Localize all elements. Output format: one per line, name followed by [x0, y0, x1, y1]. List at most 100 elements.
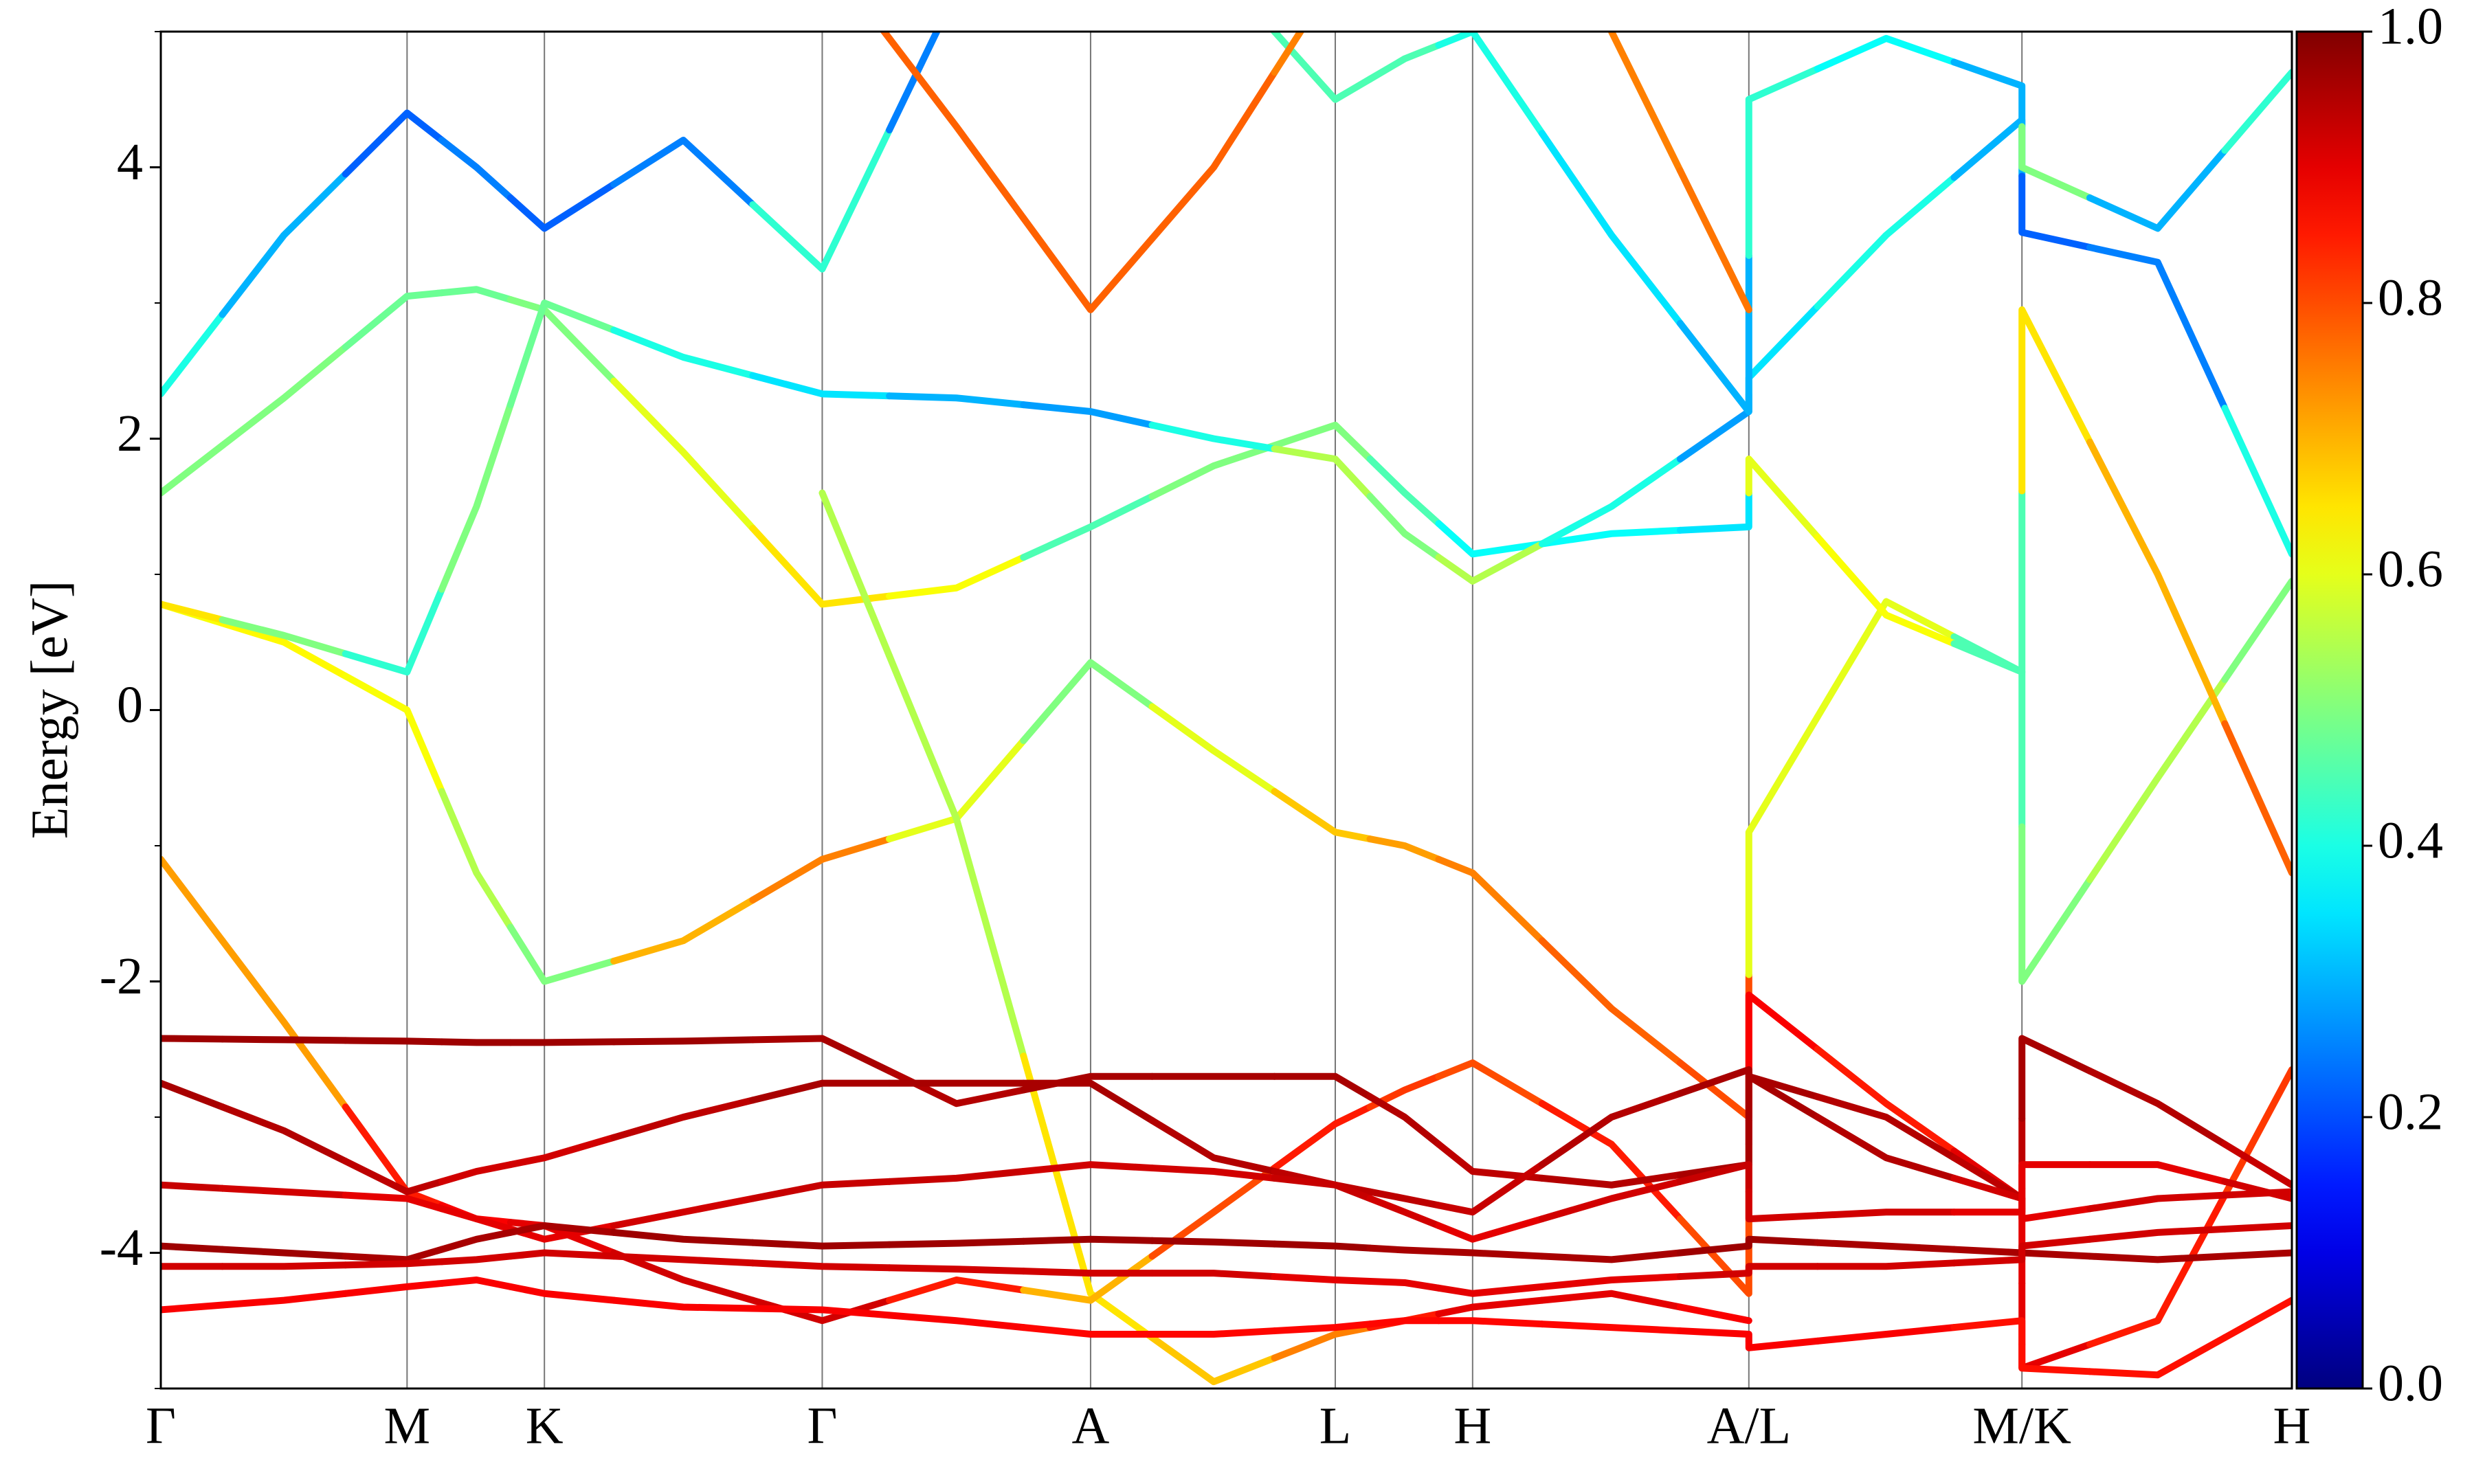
band-segment	[2086, 146, 2229, 232]
band-segment	[749, 1178, 893, 1202]
band-segment	[1814, 1093, 1958, 1162]
band-segment	[2221, 577, 2292, 684]
band-segment	[1814, 1324, 1958, 1345]
band-segment	[1020, 659, 1156, 744]
band-segment	[886, 392, 1027, 409]
colorbar-tick-label: 0.6	[2378, 540, 2443, 598]
band-segment	[342, 1279, 445, 1297]
band-segment	[1814, 1239, 1958, 1253]
band-segment	[1435, 1296, 1546, 1318]
band-segment	[749, 1079, 893, 1104]
band-segment	[1366, 1188, 1442, 1209]
band-segment	[342, 1258, 445, 1269]
band-segment	[886, 1168, 1027, 1185]
band-segment	[2018, 1279, 2093, 1372]
x-tick-label: K	[526, 1397, 564, 1454]
band-segment	[1745, 713, 1821, 978]
x-tick-label: Γ	[807, 1397, 837, 1454]
band-segment	[506, 1249, 618, 1260]
band-segment	[1435, 1059, 1546, 1108]
band-segment	[1269, 32, 1278, 35]
band-segment	[886, 34, 1027, 222]
band-segment	[886, 32, 941, 134]
band-segment	[219, 1184, 349, 1199]
band-segment	[438, 401, 514, 593]
band-segment	[161, 1079, 226, 1111]
band-segment	[2221, 69, 2292, 154]
band-segment	[1676, 1239, 1752, 1257]
band-segment	[2018, 123, 2093, 201]
band-segment	[886, 1237, 1027, 1248]
band-segment	[342, 1037, 445, 1046]
band-segment	[342, 673, 445, 795]
band-segment	[2018, 172, 2093, 251]
band-segment	[1366, 456, 1442, 527]
band-segment	[1814, 34, 1958, 73]
band-segment	[2018, 823, 2093, 985]
band-segment	[2018, 1161, 2093, 1192]
band-segment	[1814, 598, 1958, 721]
band-segment	[610, 1228, 757, 1246]
band-segment	[610, 1036, 757, 1046]
colorbar-tick-label: 0.2	[2378, 1083, 2443, 1140]
band-segment	[2086, 1252, 2229, 1263]
colorbar-tick-label: 0.0	[2378, 1354, 2443, 1412]
band-segment	[1676, 251, 1752, 415]
band-segment	[1538, 526, 1684, 548]
band-segment	[506, 1283, 618, 1304]
band-segment	[1607, 32, 1684, 175]
band-segment	[1148, 442, 1278, 500]
band-segment	[610, 1296, 757, 1312]
band-segment	[1271, 1324, 1374, 1362]
band-segment	[1814, 174, 1958, 310]
band-segment	[2221, 1066, 2292, 1199]
band-segment	[2086, 1191, 2229, 1348]
band-segment	[2086, 438, 2229, 728]
x-tick-label: L	[1319, 1397, 1351, 1454]
band-segment	[1950, 487, 2026, 676]
colorbar-tick-label: 1.0	[2378, 0, 2443, 55]
band-segment	[749, 1259, 893, 1272]
colorbar	[2295, 30, 2364, 1390]
band-segment	[610, 326, 757, 379]
band-segment	[2221, 1140, 2292, 1189]
band-segment	[749, 372, 893, 400]
band-segment	[886, 1264, 1027, 1275]
band-segment	[1538, 1178, 1684, 1223]
band-segment	[1148, 1327, 1278, 1338]
band-segment	[1435, 1140, 1546, 1182]
band-segment	[886, 1277, 1027, 1304]
band-segment	[1271, 1240, 1374, 1252]
band-segment	[1148, 1334, 1278, 1386]
band-segment	[1950, 1184, 2026, 1216]
band-segment	[1676, 971, 1752, 1121]
band-segment	[886, 554, 1027, 600]
band-segment	[1745, 991, 1821, 1148]
band-segment	[1435, 519, 1546, 558]
band-segment	[1366, 1195, 1442, 1229]
band-segment	[2086, 676, 2229, 884]
band-segment	[219, 1035, 349, 1044]
y-tick-label: 2	[117, 405, 143, 462]
band-segment	[342, 585, 445, 676]
band-segment	[1814, 533, 1958, 647]
band-segment	[1950, 1246, 2026, 1257]
band-segment	[1745, 65, 1821, 259]
band-segment	[1020, 493, 1156, 561]
x-tick-label: H	[1453, 1397, 1491, 1454]
band-segment	[1271, 1174, 1374, 1202]
band-segment	[1271, 445, 1374, 500]
band-segment	[1745, 456, 1821, 541]
band-segment	[610, 1252, 757, 1267]
x-tick-label: M	[384, 1397, 431, 1454]
band-segment	[1745, 1337, 1821, 1351]
band-segment	[219, 1103, 349, 1165]
band-segment	[1676, 1303, 1752, 1325]
band-segment	[161, 855, 226, 945]
colorbar-tick-label: 0.4	[2378, 811, 2443, 869]
band-segment	[2221, 405, 2292, 558]
band-segment	[438, 788, 514, 931]
band-segment	[610, 377, 757, 532]
band-segment	[1538, 1171, 1684, 1189]
